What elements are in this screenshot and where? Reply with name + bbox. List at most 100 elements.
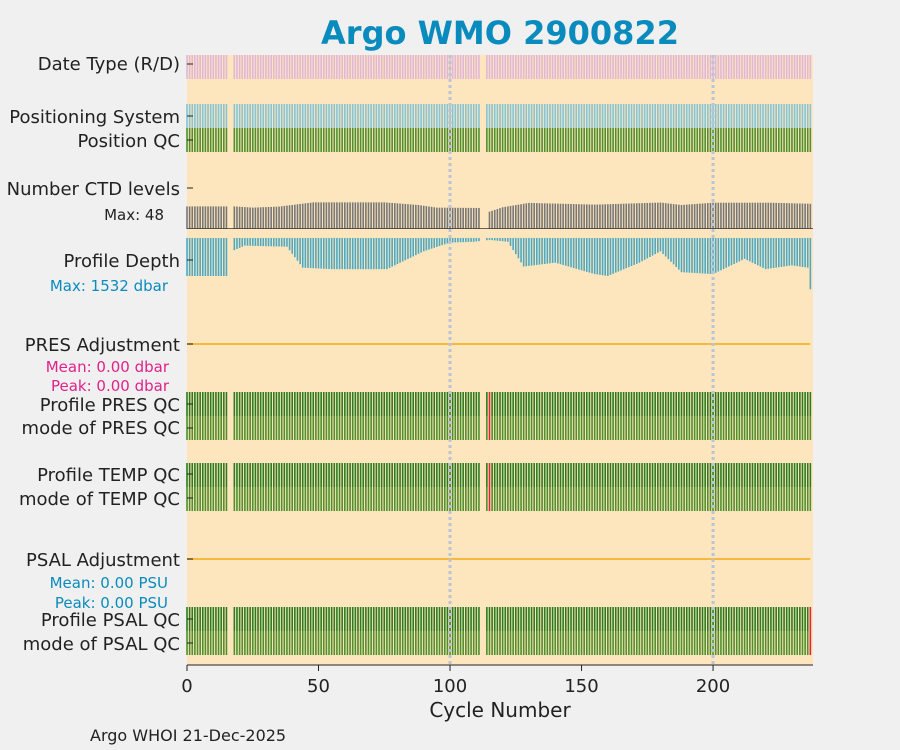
profile-depth-bar <box>270 238 272 247</box>
psal-mode-bar <box>320 631 322 655</box>
ctd-level-bar <box>622 203 625 229</box>
pres-qc-bar <box>294 392 296 416</box>
position-qc-bar <box>701 128 704 152</box>
temp-mode-bar <box>251 487 254 511</box>
pres-qc-bar <box>720 392 722 416</box>
temp-qc-bar <box>362 463 365 487</box>
temp-qc-bar <box>493 463 496 487</box>
profile-depth-bar <box>588 238 591 273</box>
psal-qc-bar <box>728 607 730 631</box>
psal-qc-bar <box>783 607 785 631</box>
temp-mode-bar <box>265 487 267 511</box>
date-type-bar <box>388 55 391 79</box>
ctd-level-bar <box>351 202 354 229</box>
position-qc-bar <box>491 128 493 152</box>
pres-qc-bar <box>635 392 638 416</box>
pres-qc-bar <box>662 392 664 416</box>
psal-mode-bar <box>672 631 675 655</box>
pres-qc-bar <box>696 392 699 416</box>
date-type-bar <box>657 55 659 79</box>
pres-mode-bar <box>249 416 251 440</box>
temp-qc-bar <box>265 463 267 487</box>
temp-qc-bar <box>525 463 528 487</box>
temp-qc-bar <box>654 463 656 487</box>
date-type-bar <box>194 55 196 79</box>
temp-qc-bar <box>583 463 585 487</box>
temp-qc-bar <box>251 463 254 487</box>
pres-mode-bar <box>657 416 659 440</box>
psal-mode-bar <box>701 631 704 655</box>
temp-mode-bar <box>496 487 499 511</box>
temp-mode-bar <box>533 487 535 511</box>
position-qc-bar <box>562 128 564 152</box>
pres-mode-bar <box>433 416 436 440</box>
date-type-bar <box>528 55 530 79</box>
ctd-level-bar <box>775 202 777 229</box>
positioning-bar <box>714 104 717 128</box>
pres-mode-bar <box>254 416 257 440</box>
psal-qc-bar <box>664 607 667 631</box>
pres-qc-bar <box>349 392 351 416</box>
psal-qc-bar <box>517 607 520 631</box>
temp-mode-bar <box>396 487 399 511</box>
temp-qc-bar <box>770 463 772 487</box>
date-type-bar <box>504 55 507 79</box>
position-qc-bar <box>614 128 617 152</box>
temp-qc-bar <box>283 463 286 487</box>
pres-mode-bar <box>628 416 630 440</box>
temp-mode-bar <box>604 487 607 511</box>
pres-mode-bar <box>196 416 199 440</box>
date-type-bar <box>365 55 367 79</box>
temp-mode-bar <box>775 487 777 511</box>
temp-qc-bar <box>672 463 675 487</box>
temp-mode-bar <box>588 487 591 511</box>
temp-mode-bar <box>259 487 262 511</box>
psal-mode-bar <box>741 631 743 655</box>
positioning-bar <box>375 104 378 128</box>
psal-qc-bar <box>472 607 475 631</box>
temp-qc-bar <box>735 463 738 487</box>
psal-mode-bar <box>467 631 470 655</box>
pres-qc-bar <box>764 392 767 416</box>
ctd-level-bar <box>383 202 386 229</box>
ctd-level-bar <box>743 202 746 229</box>
psal-mode-bar <box>504 631 507 655</box>
positioning-bar <box>635 104 638 128</box>
pres-qc-bar <box>657 392 659 416</box>
date-type-bar <box>651 55 654 79</box>
pres-qc-bar <box>525 392 528 416</box>
temp-mode-bar <box>530 487 533 511</box>
position-qc-bar <box>291 128 294 152</box>
ctd-level-bar <box>543 203 546 229</box>
positioning-bar <box>451 104 454 128</box>
profile-depth-bar <box>372 238 375 270</box>
profile-depth-bar <box>493 238 496 241</box>
pres-mode-bar <box>756 416 759 440</box>
pres-qc-bar <box>530 392 533 416</box>
ctd-level-bar <box>659 202 662 229</box>
position-qc-bar <box>728 128 730 152</box>
temp-qc-bar <box>407 463 409 487</box>
temp-mode-bar <box>541 487 543 511</box>
temp-mode-bar <box>359 487 362 511</box>
ctd-level-bar <box>801 203 804 229</box>
temp-mode-bar <box>317 487 320 511</box>
profile-depth-bar <box>514 238 517 255</box>
position-qc-bar <box>804 128 806 152</box>
psal-qc-bar <box>562 607 564 631</box>
temp-mode-bar <box>685 487 688 511</box>
position-qc-bar <box>375 128 378 152</box>
profile-depth-bar <box>538 238 541 265</box>
pres-qc-bar <box>801 392 804 416</box>
profile-depth-bar <box>749 238 751 262</box>
position-qc-bar <box>754 128 756 152</box>
position-qc-bar <box>791 128 793 152</box>
temp-qc-bar <box>246 463 249 487</box>
temp-qc-bar <box>554 463 557 487</box>
positioning-bar <box>236 104 238 128</box>
psal-qc-bar <box>204 607 207 631</box>
profile-depth-bar <box>633 238 635 265</box>
profile-depth-bar <box>509 238 512 246</box>
temp-mode-bar <box>678 487 680 511</box>
date-type-bar <box>517 55 520 79</box>
